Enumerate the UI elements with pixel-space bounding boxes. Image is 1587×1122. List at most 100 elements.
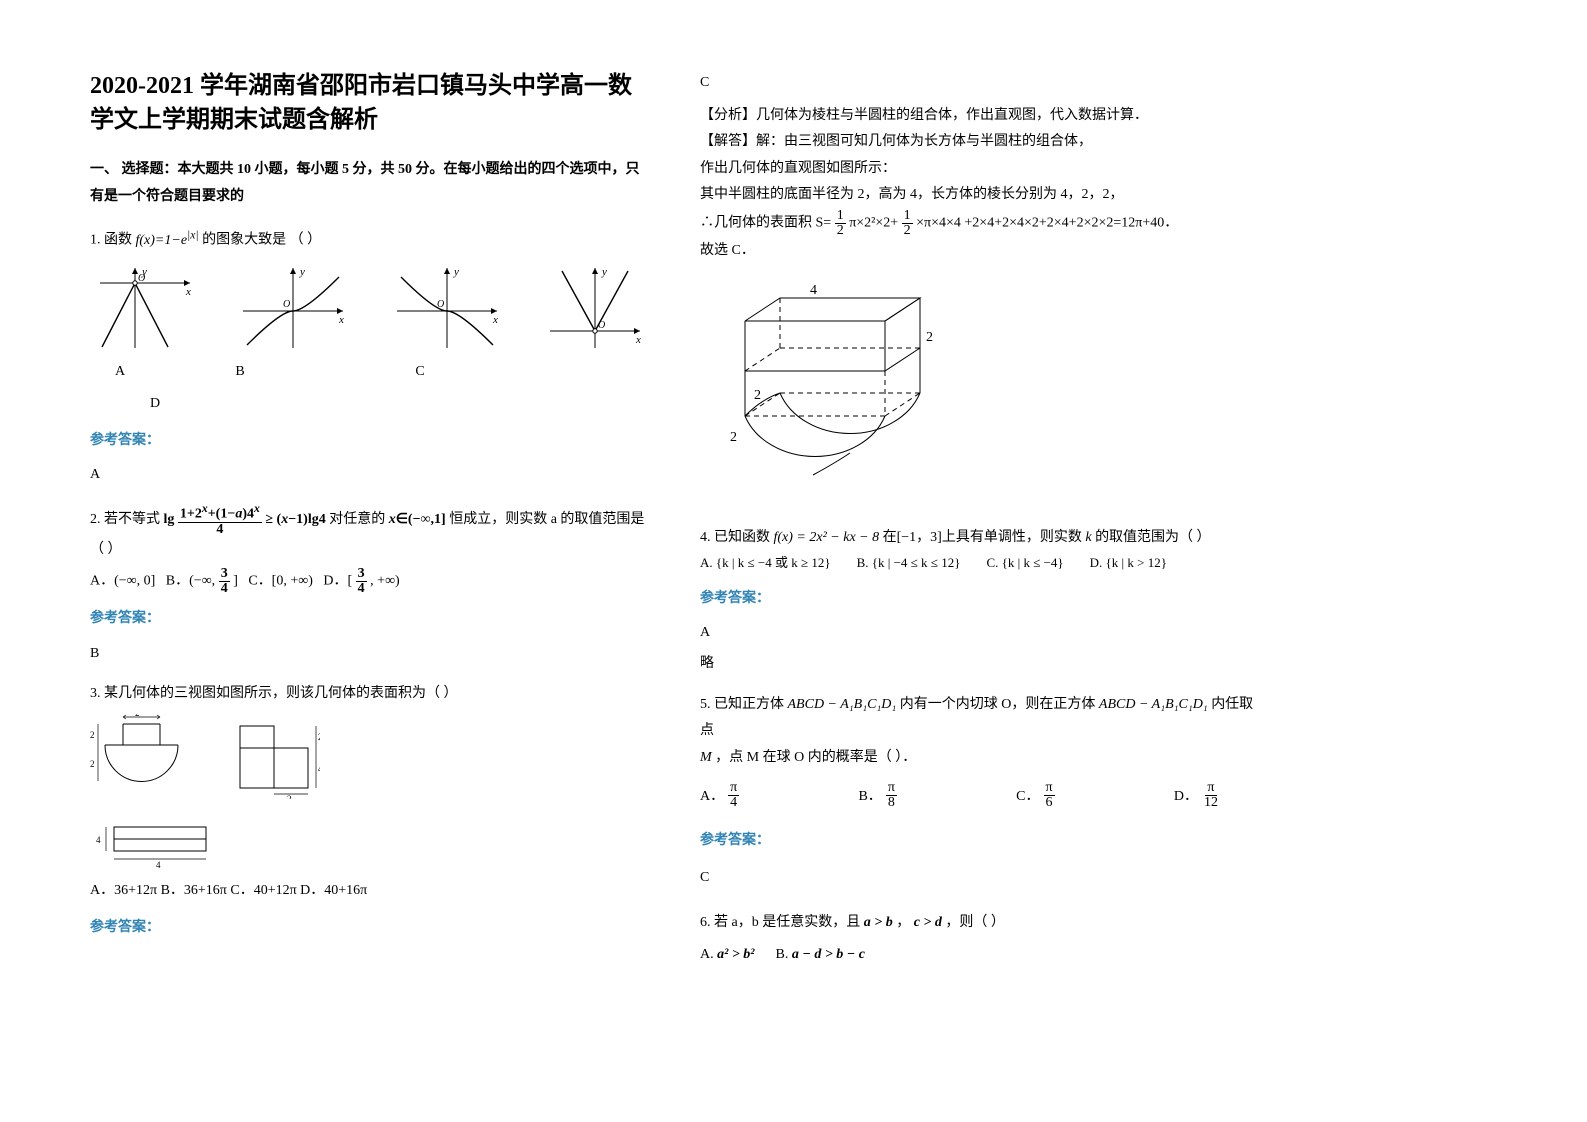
page-title: 2020-2021 学年湖南省邵阳市岩口镇马头中学高一数学文上学期期末试题含解析: [90, 70, 650, 137]
q3-side-view: 2 4 2: [220, 714, 320, 799]
q4-expr: f(x) = 2x² − kx − 8: [774, 530, 883, 545]
q3-answer: C: [700, 70, 1260, 97]
q5-opt-b: B．: [858, 784, 881, 811]
q4-k: k: [1085, 530, 1091, 545]
q1-graph-c: y x O: [387, 263, 507, 353]
q5-mid: 内有一个内切球 O，则在正方体: [900, 697, 1099, 712]
question-3: 3. 某几何体的三视图如图所示，则该几何体的表面积为（ ）: [90, 681, 650, 708]
q1-opt-b: B: [150, 359, 330, 386]
q6-suffix: ，则（ ）: [945, 915, 1005, 930]
solve-l4: ∴几何体的表面积 S= 12 π×2²×2+ 12 ×π×4×4 +2×4+2×…: [700, 209, 1260, 238]
q5-opt-c: C．: [1016, 784, 1039, 811]
svg-text:2: 2: [318, 732, 320, 742]
q2-options: A．(−∞, 0] B．(−∞, 34 ] C．[0, +∞) D．[ 34 ,…: [90, 567, 650, 596]
svg-text:x: x: [492, 314, 498, 326]
q4-mid: 在[−1，3]上具有单调性，则实数: [883, 530, 1082, 545]
svg-text:4: 4: [318, 764, 320, 774]
q4-opt-c: C. {k | k ≤ −4}: [986, 551, 1063, 576]
q3-text: 3. 某几何体的三视图如图所示，则该几何体的表面积为（ ）: [90, 686, 458, 701]
q1-graph-a: y x O: [90, 263, 200, 353]
q5-cube2: ABCD − A₁B₁C₁D₁: [1099, 697, 1208, 712]
q6-opt-b-label: B.: [776, 947, 789, 962]
q5-answer-label: 参考答案：: [700, 828, 1260, 855]
question-1: 1. 函数 f(x)=1−e|x| 的图象大致是 （ ）: [90, 224, 650, 254]
q2-mid: 对任意的: [329, 512, 389, 527]
q5-prefix: 5. 已知正方体: [700, 697, 784, 712]
q2-expr: lg 1+2x+(1−a)4x4 ≥ (x−1)lg4: [164, 512, 330, 527]
q4-options: A. {k | k ≤ −4 或 k ≥ 12} B. {k | −4 ≤ k …: [700, 551, 1260, 576]
q6-opt-a-label: A.: [700, 947, 714, 962]
svg-text:y: y: [453, 266, 459, 278]
q1-answer: A: [90, 462, 650, 489]
left-column: 2020-2021 学年湖南省邵阳市岩口镇马头中学高一数学文上学期期末试题含解析…: [90, 70, 650, 969]
q1-graph-d: y x O: [540, 263, 650, 353]
diagram-label-4: 4: [810, 283, 817, 298]
solve-l4a: ∴几何体的表面积 S=: [700, 216, 835, 231]
q2-prefix: 2. 若不等式: [90, 512, 160, 527]
analysis-line: 【分析】几何体为棱柱与半圆柱的组合体，作出直观图，代入数据计算．: [700, 103, 1260, 130]
q5-suffix2: ，点 M 在球 O 内的概率是（ ）．: [715, 750, 916, 765]
solve-l1: 解：由三视图可知几何体为长方体与半圆柱的组合体，: [756, 134, 1092, 149]
svg-text:x: x: [635, 334, 641, 346]
q1-opt-c: C: [330, 359, 510, 386]
q3-front-view: 2 2 2: [90, 714, 190, 799]
q4-opt-d: D. {k | k > 12}: [1090, 551, 1167, 576]
question-2: 2. 若不等式 lg 1+2x+(1−a)4x4 ≥ (x−1)lg4 对任意的…: [90, 503, 650, 563]
analysis-tag: 【分析】: [700, 108, 756, 123]
q5-cube1: ABCD − A₁B₁C₁D₁: [788, 697, 897, 712]
q1-option-letters: A B C: [90, 359, 650, 386]
q2-cond: x∈(−∞,1]: [389, 512, 446, 527]
diagram-label-2b: 2: [754, 388, 761, 403]
q4-opt-a: A. {k | k ≤ −4 或 k ≥ 12}: [700, 551, 831, 576]
q4-answer-label: 参考答案：: [700, 586, 1260, 613]
question-5-line2: M ，点 M 在球 O 内的概率是（ ）．: [700, 745, 1260, 772]
q1-opt-d: D: [90, 391, 220, 418]
q2-answer-label: 参考答案：: [90, 606, 650, 633]
svg-text:x: x: [185, 286, 191, 298]
q4-prefix: 4. 已知函数: [700, 530, 770, 545]
q6-opt-a-expr: a² > b²: [717, 947, 754, 962]
svg-text:O: O: [437, 299, 444, 310]
question-6: 6. 若 a，b 是任意实数，且 a > b ， c > d ，则（ ）: [700, 910, 1260, 937]
q1-expr: f(x)=1−e|x|: [136, 233, 203, 248]
q3-answer-label: 参考答案：: [90, 915, 650, 942]
right-column: C 【分析】几何体为棱柱与半圆柱的组合体，作出直观图，代入数据计算． 【解答】解…: [700, 70, 1260, 969]
solve-l4c: ×π×4×4: [916, 216, 961, 231]
solve-l5: 故选 C．: [700, 238, 1260, 265]
q5-options: A．π4 B．π8 C．π6 D．π12: [700, 781, 1220, 810]
q1-option-d-row: D: [90, 391, 650, 418]
svg-text:y: y: [299, 266, 305, 278]
question-4: 4. 已知函数 f(x) = 2x² − kx − 8 在[−1，3]上具有单调…: [700, 525, 1260, 552]
q6-options: A. a² > b² B. a − d > b − c: [700, 942, 1260, 969]
solve-line1: 【解答】解：由三视图可知几何体为长方体与半圆柱的组合体，: [700, 129, 1260, 156]
solve-l3: 其中半圆柱的底面半径为 2，高为 4，长方体的棱长分别为 4，2，2，: [700, 182, 1260, 209]
q5-opt-d: D．: [1174, 784, 1198, 811]
q6-prefix: 6. 若 a，b 是任意实数，且: [700, 915, 860, 930]
q2-answer: B: [90, 641, 650, 668]
svg-text:2: 2: [90, 730, 95, 740]
q4-answer: A: [700, 620, 1260, 647]
q1-answer-label: 参考答案：: [90, 428, 650, 455]
q3-views-row2: 4 4: [90, 813, 650, 868]
q5-answer: C: [700, 865, 1260, 892]
solve-l2: 作出几何体的直观图如图所示：: [700, 156, 1260, 183]
q6-m: ，: [896, 915, 910, 930]
q3-views-row1: 2 2 2 2 4 2: [90, 714, 650, 799]
svg-text:O: O: [283, 299, 290, 310]
q1-graph-b: y x O: [233, 263, 353, 353]
q1-prefix: 1. 函数: [90, 233, 132, 248]
q5-opt-a: A．: [700, 784, 724, 811]
q6-c2: c > d: [914, 915, 942, 930]
svg-text:2: 2: [287, 794, 292, 799]
svg-text:y: y: [601, 266, 607, 278]
section-1-heading: 一、 选择题：本大题共 10 小题，每小题 5 分，共 50 分。在每小题给出的…: [90, 157, 650, 210]
solve-l4d: +2×4+2×4×2+2×4+2×2×2=12π+40．: [964, 216, 1178, 231]
diagram-label-2a: 2: [926, 330, 933, 345]
svg-text:2: 2: [90, 759, 95, 769]
solve-tag: 【解答】: [700, 134, 756, 149]
svg-text:O: O: [598, 320, 605, 331]
q6-c1: a > b: [864, 915, 893, 930]
q4-brief: 略: [700, 651, 1260, 678]
q1-opt-a: A: [90, 359, 150, 386]
q6-opt-b-expr: a − d > b − c: [792, 947, 865, 962]
